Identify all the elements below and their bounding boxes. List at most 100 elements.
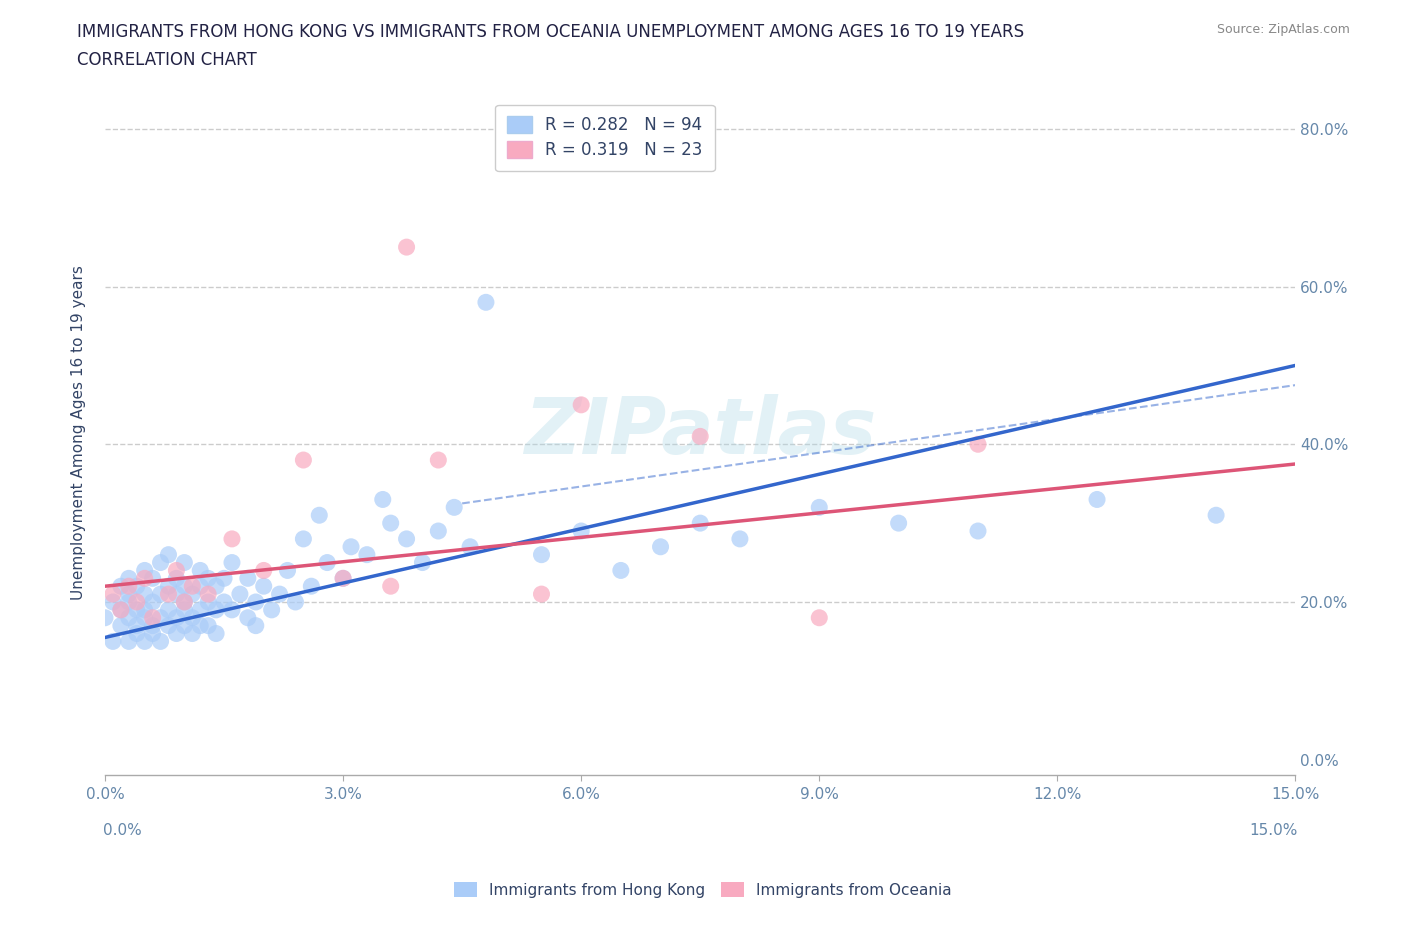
Point [411, 555, 433, 570]
Point [125, 594, 148, 609]
Point [134, 587, 156, 602]
Point [380, 578, 402, 593]
Point [165, 626, 187, 641]
Point [142, 594, 165, 609]
Point [299, 578, 322, 593]
Point [569, 524, 592, 538]
Point [221, 603, 243, 618]
Text: 0.0%: 0.0% [103, 823, 142, 839]
Point [181, 610, 204, 625]
Point [134, 634, 156, 649]
Point [205, 578, 228, 593]
Point [728, 531, 751, 546]
Point [165, 563, 187, 578]
Point [157, 578, 180, 593]
Point [118, 578, 141, 593]
Point [395, 240, 418, 255]
Point [1085, 492, 1108, 507]
Point [157, 587, 180, 602]
Point [650, 539, 672, 554]
Point [134, 610, 156, 625]
Point [689, 515, 711, 530]
Point [308, 508, 330, 523]
Point [118, 634, 141, 649]
Point [101, 587, 124, 602]
Point [212, 571, 235, 586]
Point [427, 453, 450, 468]
Point [610, 563, 633, 578]
Point [269, 587, 291, 602]
Point [134, 571, 156, 586]
Point [205, 626, 228, 641]
Point [253, 578, 276, 593]
Point [94, 610, 117, 625]
Point [967, 524, 990, 538]
Text: IMMIGRANTS FROM HONG KONG VS IMMIGRANTS FROM OCEANIA UNEMPLOYMENT AMONG AGES 16 : IMMIGRANTS FROM HONG KONG VS IMMIGRANTS … [77, 23, 1025, 41]
Text: CORRELATION CHART: CORRELATION CHART [77, 51, 257, 69]
Point [118, 587, 141, 602]
Point [332, 571, 354, 586]
Point [188, 603, 211, 618]
Point [316, 555, 339, 570]
Point [149, 555, 172, 570]
Point [173, 594, 195, 609]
Point [101, 594, 124, 609]
Point [118, 594, 141, 609]
Point [530, 547, 553, 562]
Point [221, 555, 243, 570]
Point [181, 578, 204, 593]
Point [118, 571, 141, 586]
Point [395, 531, 418, 546]
Point [125, 578, 148, 593]
Point [212, 594, 235, 609]
Point [229, 587, 252, 602]
Point [142, 610, 165, 625]
Point [173, 618, 195, 633]
Point [277, 563, 299, 578]
Point [118, 610, 141, 625]
Point [253, 563, 276, 578]
Point [530, 587, 553, 602]
Point [356, 547, 378, 562]
Point [221, 531, 243, 546]
Point [157, 618, 180, 633]
Point [205, 603, 228, 618]
Point [110, 603, 132, 618]
Point [967, 437, 990, 452]
Point [197, 618, 219, 633]
Legend: R = 0.282   N = 94, R = 0.319   N = 23: R = 0.282 N = 94, R = 0.319 N = 23 [495, 104, 714, 171]
Point [292, 531, 315, 546]
Point [110, 603, 132, 618]
Point [157, 603, 180, 618]
Point [125, 603, 148, 618]
Point [458, 539, 481, 554]
Point [292, 453, 315, 468]
Point [181, 626, 204, 641]
Point [125, 618, 148, 633]
Point [569, 397, 592, 412]
Point [371, 492, 394, 507]
Text: ZIPatlas: ZIPatlas [524, 394, 876, 471]
Point [443, 500, 465, 515]
Point [188, 618, 211, 633]
Point [689, 429, 711, 444]
Point [157, 547, 180, 562]
Point [173, 594, 195, 609]
Text: 15.0%: 15.0% [1250, 823, 1298, 839]
Point [149, 610, 172, 625]
Point [1205, 508, 1227, 523]
Point [173, 578, 195, 593]
Point [142, 618, 165, 633]
Y-axis label: Unemployment Among Ages 16 to 19 years: Unemployment Among Ages 16 to 19 years [72, 265, 86, 600]
Point [181, 587, 204, 602]
Point [165, 587, 187, 602]
Point [236, 571, 259, 586]
Point [110, 578, 132, 593]
Point [245, 594, 267, 609]
Text: Source: ZipAtlas.com: Source: ZipAtlas.com [1216, 23, 1350, 36]
Point [236, 610, 259, 625]
Point [149, 587, 172, 602]
Point [332, 571, 354, 586]
Point [101, 634, 124, 649]
Point [427, 524, 450, 538]
